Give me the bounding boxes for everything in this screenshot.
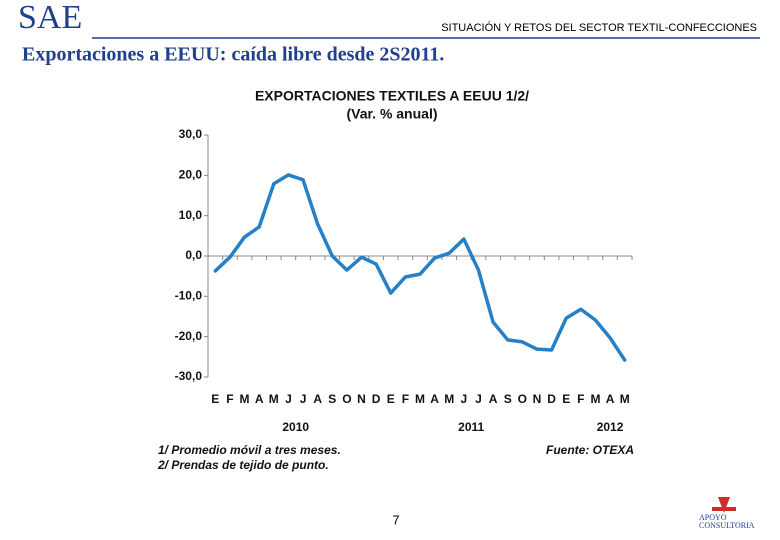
logo-text: CONSULTORIA (699, 521, 755, 530)
y-tick-label: -10,0 (175, 289, 203, 303)
logo-mark (718, 497, 730, 513)
logo-mark (712, 507, 736, 511)
x-tick-label: J (461, 392, 468, 406)
x-tick-label: E (211, 392, 219, 406)
y-tick-label: 0,0 (185, 248, 202, 262)
y-tick-label: 10,0 (179, 208, 203, 222)
y-tick-label: -30,0 (175, 369, 203, 383)
x-tick-label: A (489, 392, 498, 406)
x-tick-label: J (300, 392, 307, 406)
x-tick-label: F (402, 392, 409, 406)
logo-text: APOYO (699, 513, 727, 522)
source: Fuente: OTEXA (546, 443, 634, 457)
x-tick-label: O (518, 392, 527, 406)
x-tick-label: F (577, 392, 584, 406)
footnote: 1/ Promedio móvil a tres meses. (158, 443, 341, 457)
slide-title: Exportaciones a EEUU: caída libre desde … (22, 44, 444, 66)
x-tick-label: S (504, 392, 512, 406)
year-label: 2010 (282, 420, 309, 434)
chart-title: EXPORTACIONES TEXTILES A EEUU 1/2/ (255, 88, 529, 104)
x-tick-label: F (226, 392, 233, 406)
logo: APOYO CONSULTORIA (699, 497, 755, 530)
year-label: 2011 (458, 420, 484, 434)
x-tick-label: J (285, 392, 292, 406)
y-tick-label: -20,0 (175, 329, 203, 343)
x-tick-label: A (255, 392, 264, 406)
x-tick-label: M (269, 392, 279, 406)
y-tick-label: 30,0 (179, 127, 203, 141)
x-tick-label: O (342, 392, 351, 406)
x-tick-label: M (620, 392, 630, 406)
y-tick-label: 20,0 (179, 168, 203, 182)
x-tick-label: E (387, 392, 395, 406)
x-tick-label: S (328, 392, 336, 406)
brand: SAE (18, 0, 82, 36)
x-tick-label: J (475, 392, 482, 406)
x-tick-label: N (357, 392, 366, 406)
footnote: 2/ Prendas de tejido de punto. (157, 458, 329, 472)
x-tick-label: M (590, 392, 600, 406)
x-tick-label: D (372, 392, 381, 406)
x-tick-label: E (562, 392, 570, 406)
chart-subtitle: (Var. % anual) (346, 106, 437, 122)
x-tick-label: A (430, 392, 439, 406)
line (213, 173, 627, 362)
x-tick-label: D (547, 392, 556, 406)
page-number: 7 (392, 512, 399, 527)
x-tick-label: A (606, 392, 615, 406)
x-tick-label: M (415, 392, 425, 406)
x-tick-label: M (444, 392, 454, 406)
section-title: SITUACIÓN Y RETOS DEL SECTOR TEXTIL-CONF… (441, 21, 757, 34)
x-tick-label: N (533, 392, 542, 406)
x-tick-label: M (240, 392, 250, 406)
year-label: 2012 (597, 420, 624, 434)
x-tick-label: A (313, 392, 322, 406)
